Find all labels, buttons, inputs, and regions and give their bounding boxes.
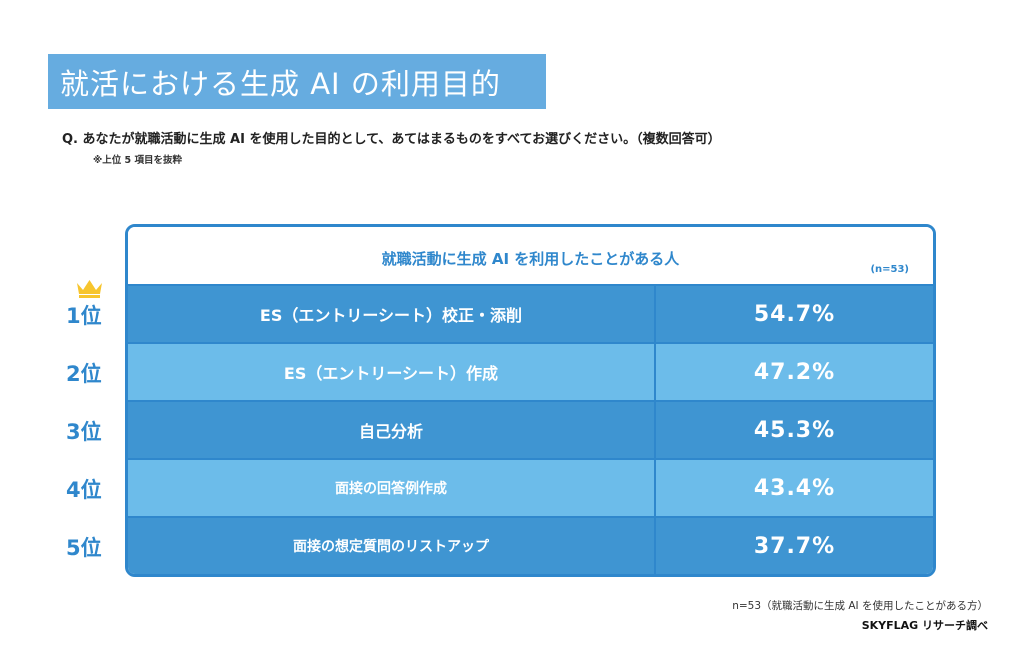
row-value: 37.7% bbox=[753, 533, 836, 559]
table-header-title: 就職活動に生成 AI を利用したことがある人 bbox=[381, 250, 680, 268]
ranking-table: 就職活動に生成 AI を利用したことがある人 (n=53) ES（エントリーシー… bbox=[125, 224, 936, 577]
table-row: 自己分析 45.3% bbox=[128, 400, 933, 458]
question-text: Q. あなたが就職活動に生成 AI を使用した目的として、あてはまるものをすべて… bbox=[62, 132, 721, 147]
rank-label: 1位 bbox=[66, 304, 102, 328]
rank-label: 3位 bbox=[66, 420, 102, 444]
row-value: 54.7% bbox=[753, 301, 836, 327]
row-value: 47.2% bbox=[753, 359, 836, 385]
table-header: 就職活動に生成 AI を利用したことがある人 (n=53) bbox=[128, 227, 933, 284]
page-title: 就活における生成 AI の利用目的 bbox=[48, 54, 546, 109]
rank-label: 5位 bbox=[66, 536, 102, 560]
rank-label: 4位 bbox=[66, 478, 102, 502]
row-value: 43.4% bbox=[753, 475, 836, 501]
row-label: ES（エントリーシート）作成 bbox=[128, 344, 656, 400]
table-row: ES（エントリーシート）作成 47.2% bbox=[128, 342, 933, 400]
table-header-sample-size: (n=53) bbox=[870, 264, 909, 275]
table-row: ES（エントリーシート）校正・添削 54.7% bbox=[128, 284, 933, 342]
row-label: 自己分析 bbox=[128, 402, 656, 458]
row-label: 面接の想定質問のリストアップ bbox=[128, 518, 656, 574]
row-value: 45.3% bbox=[753, 417, 836, 443]
row-label: 面接の回答例作成 bbox=[128, 460, 656, 516]
table-row: 面接の想定質問のリストアップ 37.7% bbox=[128, 516, 933, 574]
row-label: ES（エントリーシート）校正・添削 bbox=[128, 286, 656, 342]
rank-label: 2位 bbox=[66, 362, 102, 386]
table-row: 面接の回答例作成 43.4% bbox=[128, 458, 933, 516]
note-text: ※上位 5 項目を抜粋 bbox=[93, 155, 182, 166]
crown-icon bbox=[77, 280, 102, 298]
source-note: n=53（就職活動に生成 AI を使用したことがある方） bbox=[732, 600, 988, 612]
credit-text: SKYFLAG リサーチ調べ bbox=[861, 619, 988, 632]
